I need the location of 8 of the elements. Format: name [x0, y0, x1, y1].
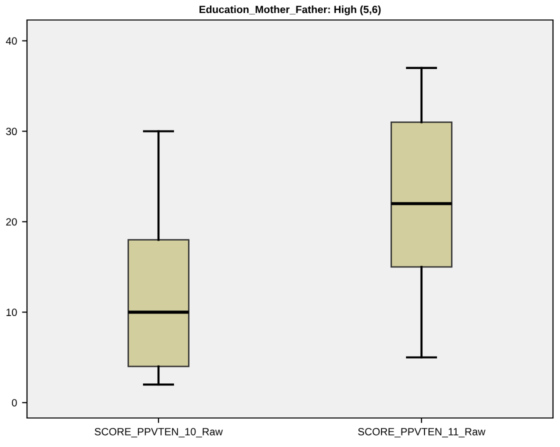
y-tick-label: 10 — [6, 308, 17, 316]
x-tick-label: SCORE_PPVTEN_11_Raw — [358, 428, 486, 438]
y-tick-label: 30 — [6, 128, 17, 136]
y-tick-label: 40 — [6, 37, 17, 45]
y-tick-label: 20 — [6, 218, 17, 226]
chart-title: Education_Mother_Father: High (5,6) — [200, 6, 381, 16]
y-tick-label: 0 — [12, 399, 17, 406]
x-tick-label: SCORE_PPVTEN_10_Raw — [94, 428, 223, 438]
